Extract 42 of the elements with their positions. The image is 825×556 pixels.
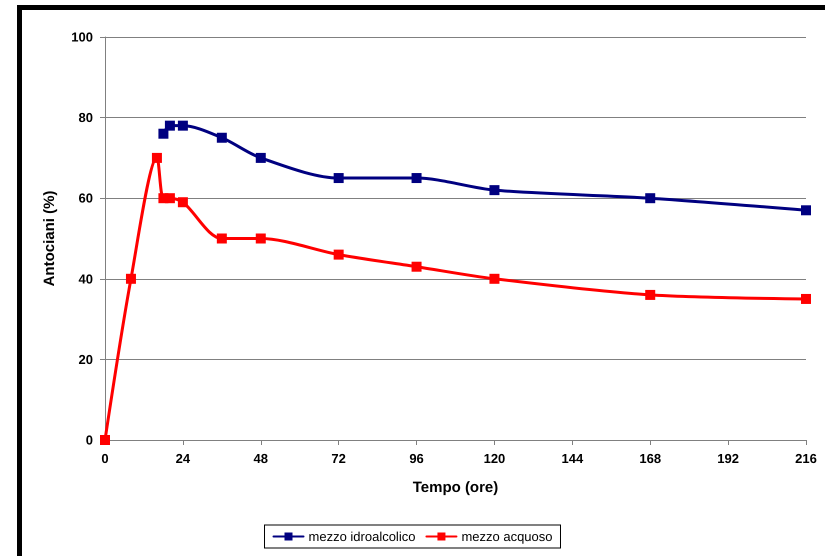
y-axis-title: Antociani (%) <box>41 190 58 286</box>
y-tick-label: 20 <box>78 352 93 367</box>
point <box>489 274 500 284</box>
point <box>801 205 811 216</box>
y-tick-label: 60 <box>78 190 93 206</box>
point <box>645 193 656 204</box>
point <box>100 435 110 445</box>
legend-label: mezzo acquoso <box>461 529 553 544</box>
x-tick-label: 96 <box>409 451 424 466</box>
x-tick-label: 120 <box>484 451 506 466</box>
x-tick-label: 144 <box>561 451 584 466</box>
y-tick-label: 100 <box>71 30 93 44</box>
point <box>164 193 175 204</box>
x-axis-title: Tempo (ore) <box>412 479 498 496</box>
point <box>126 274 136 284</box>
y-tick-label: 0 <box>86 432 93 448</box>
x-tick-label: 24 <box>176 451 191 466</box>
x-tick-label: 72 <box>331 451 346 466</box>
point <box>334 250 344 260</box>
point <box>178 120 188 131</box>
point <box>158 128 168 139</box>
legend-label: mezzo idroalcolico <box>308 529 416 544</box>
point <box>152 152 162 163</box>
point <box>164 120 175 131</box>
x-tick-label: 216 <box>795 451 817 466</box>
point <box>216 132 227 143</box>
x-tick-label: 0 <box>101 451 109 466</box>
point <box>256 152 266 163</box>
point <box>178 197 188 208</box>
point <box>801 294 811 304</box>
point <box>216 234 227 244</box>
point <box>334 173 344 184</box>
point <box>645 290 656 300</box>
point <box>256 234 266 244</box>
x-tick-label: 192 <box>717 451 739 466</box>
point <box>489 185 500 196</box>
y-tick-label: 80 <box>78 110 93 126</box>
y-tick-label: 40 <box>78 271 93 286</box>
x-tick-label: 48 <box>254 451 268 466</box>
point <box>412 262 422 272</box>
x-tick-label: 168 <box>639 451 662 466</box>
point <box>412 173 422 184</box>
